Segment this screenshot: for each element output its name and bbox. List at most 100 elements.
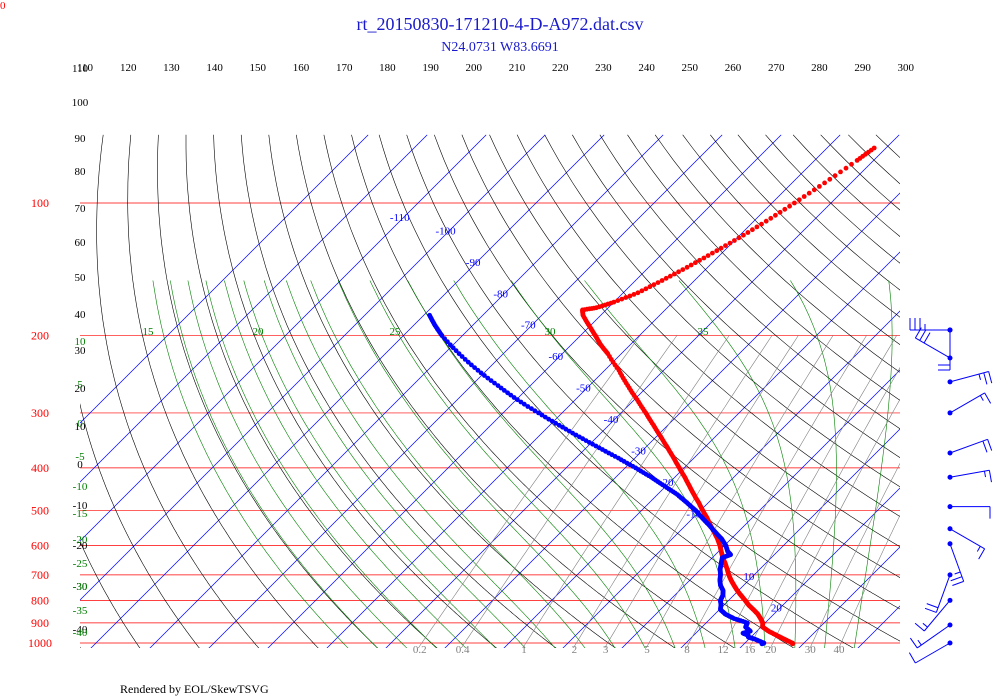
isotherm-label: -70 [521,320,536,332]
moist-adiabat-line [263,280,526,648]
mixing-ratio-label: 1 [521,644,527,656]
isotherm-line [680,428,900,648]
temperature-point [688,262,694,268]
dewpoint-point [465,359,471,365]
potential-temp-label: 140 [206,62,223,74]
dewpoint-point [529,406,534,411]
dry-adiabat-label: -20 [73,540,88,552]
moist-adiabat-label: 35 [698,326,710,338]
wind-barb [914,327,953,361]
wind-barb-half-flag [979,395,984,401]
mixing-ratio-line [809,462,900,648]
temperature-point [741,232,746,238]
temperature-point [623,295,629,300]
wind-barb-flag [952,580,964,586]
pressure-tick-label: 200 [31,328,49,342]
wind-barb-flag [984,392,992,404]
mixing-ratio-line [573,335,773,648]
moist-adiabat-label-left: -20 [73,534,88,546]
potential-temp-label: 270 [768,62,785,74]
dewpoint-point [469,362,474,368]
wind-barb [947,504,991,519]
wind-barb-staff [923,600,951,632]
mixing-ratio-line [645,335,834,648]
dewpoint-point [521,401,527,407]
moist-adiabat-line [337,280,616,648]
dry-adiabat-line [627,134,900,401]
dry-adiabat-line [572,134,900,458]
pressure-tick-label: 100 [31,196,49,210]
wind-barb [947,526,986,560]
dry-adiabat-line [351,134,795,648]
wind-barb-half-flag [922,622,928,628]
mixing-ratio-line [417,335,641,648]
temperature-point [811,187,817,193]
wind-barb [947,469,992,483]
dry-adiabat-line [185,134,438,648]
temperature-point [745,230,751,235]
isotherm-line [913,135,1000,652]
wind-barb [947,371,993,385]
moist-adiabat-line [453,280,706,648]
wind-barb [947,392,992,416]
pressure-tick-label: 500 [31,504,49,518]
chart-title: rt_20150830-171210-4-D-A972.dat.csv [357,14,644,34]
temperature-point [643,286,649,292]
wind-barb-flag [919,329,927,341]
temperature-point [684,264,690,270]
dewpoint-point [485,375,491,381]
dewpoint-point [556,422,562,428]
temperature-point [759,221,764,227]
temperature-point [796,197,802,203]
temperature-point [676,269,681,275]
isotherm-line [503,251,900,648]
temperature-point [627,293,633,299]
potential-temp-label: 160 [293,62,310,74]
mixing-ratio-line [722,335,897,648]
isotherm-label: -90 [466,257,481,269]
isotherm-line [739,487,900,648]
corner-label: 0 [0,0,6,12]
moist-adiabat-label: 25 [390,326,402,338]
dewpoint-point [462,357,468,362]
temperature-point [838,169,843,175]
pressure-tick-label: 800 [31,593,49,607]
wind-barb-flag [988,371,993,384]
dewpoint-point [453,348,459,354]
mixing-ratio-line [770,398,900,648]
wind-barb-flag [982,440,988,453]
dry-adiabat-label: -10 [73,500,88,512]
temperature-point [787,203,792,209]
moist-adiabat-label-left: -15 [73,508,88,520]
potential-temp-label: 200 [466,62,483,74]
mixing-ratio-label: 12 [718,644,729,656]
temperature-point [714,248,720,254]
dry-adiabat-line [296,134,676,648]
isotherm-label: -40 [604,414,619,426]
wind-barb-flag [950,576,963,582]
dry-adiabat-label: 80 [75,166,87,178]
temperature-point [697,257,702,263]
dewpoint-point [505,390,510,396]
potential-temp-label: 110 [77,62,94,74]
temperature-point [723,243,728,249]
wind-barb-flag [909,637,918,649]
wind-barb-flag [978,548,986,560]
dry-adiabat-line [268,134,616,648]
potential-temp-label: 290 [854,62,871,74]
isotherm-line [562,310,900,648]
moist-adiabat-line [407,280,676,648]
moist-adiabat-line [310,280,586,648]
wind-barb-flag [987,439,993,451]
temperature-point [667,273,673,279]
temperature-point [750,227,755,233]
moist-adiabat-label: 15 [143,326,155,338]
isotherm-line [385,134,900,648]
moist-adiabat-label-left: 5 [77,379,83,391]
wind-barb [909,622,953,649]
potential-temp-label: 150 [250,62,267,74]
potential-temp-label: 210 [509,62,526,74]
wind-barb-half-flag [954,571,961,575]
potential-temp-label: 180 [379,62,396,74]
